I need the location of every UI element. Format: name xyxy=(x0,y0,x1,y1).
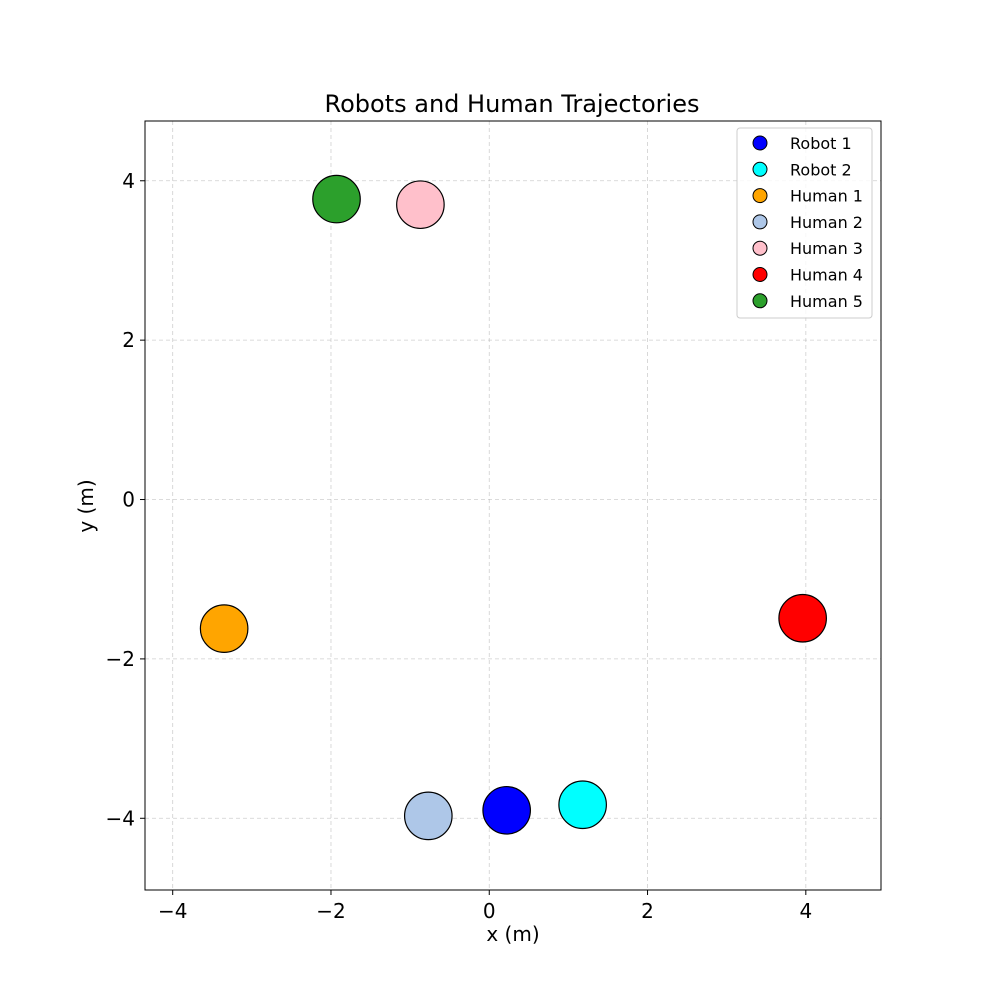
legend-marker-robot-2 xyxy=(752,161,768,177)
y-tick-label: −4 xyxy=(106,806,135,830)
legend-box xyxy=(736,127,873,319)
x-tick-label: −4 xyxy=(158,899,187,923)
x-tick-label: 2 xyxy=(641,899,654,923)
axis-ticks: −4 −2 0 2 4 −4 −2 0 2 4 xyxy=(106,169,813,923)
human-2-point xyxy=(403,791,453,841)
legend-marker-human-3 xyxy=(752,240,768,256)
human-1-point xyxy=(199,604,249,653)
y-tick-label: −2 xyxy=(106,647,135,671)
legend-label-human-4: Human 4 xyxy=(790,266,863,285)
y-tick-label: 4 xyxy=(122,169,135,193)
legend-label-human-3: Human 3 xyxy=(790,239,863,258)
human-3-point xyxy=(396,180,445,230)
robot-1-point xyxy=(482,785,532,835)
legend-label-robot-2: Robot 2 xyxy=(790,160,852,179)
grid xyxy=(145,121,881,890)
x-tick-label: −2 xyxy=(316,899,345,923)
x-tick-label: 4 xyxy=(799,899,812,923)
human-5-point xyxy=(312,174,361,224)
legend-marker-human-2 xyxy=(752,214,768,230)
human-4-point xyxy=(778,593,827,643)
x-tick-label: 0 xyxy=(483,899,496,923)
x-axis-label: x (m) xyxy=(486,922,539,946)
legend-marker-human-5 xyxy=(752,293,768,309)
legend-label-robot-1: Robot 1 xyxy=(790,134,852,153)
robot-2-point xyxy=(558,780,607,830)
legend: Robot 1 Robot 2 Human 1 Human 2 Human 3 Human… xyxy=(736,127,873,319)
chart-title: Robots and Human Trajectories xyxy=(325,90,700,118)
y-tick-label: 0 xyxy=(122,488,135,512)
legend-label-human-5: Human 5 xyxy=(790,292,863,311)
data-points xyxy=(199,174,827,841)
legend-marker-human-4 xyxy=(752,267,768,282)
legend-label-human-2: Human 2 xyxy=(790,213,863,232)
legend-marker-robot-1 xyxy=(752,135,768,151)
y-axis-label: y (m) xyxy=(74,479,98,532)
y-tick-label: 2 xyxy=(122,328,135,352)
plot-frame xyxy=(144,120,882,891)
legend-marker-human-1 xyxy=(752,188,768,204)
legend-label-human-1: Human 1 xyxy=(790,187,863,206)
